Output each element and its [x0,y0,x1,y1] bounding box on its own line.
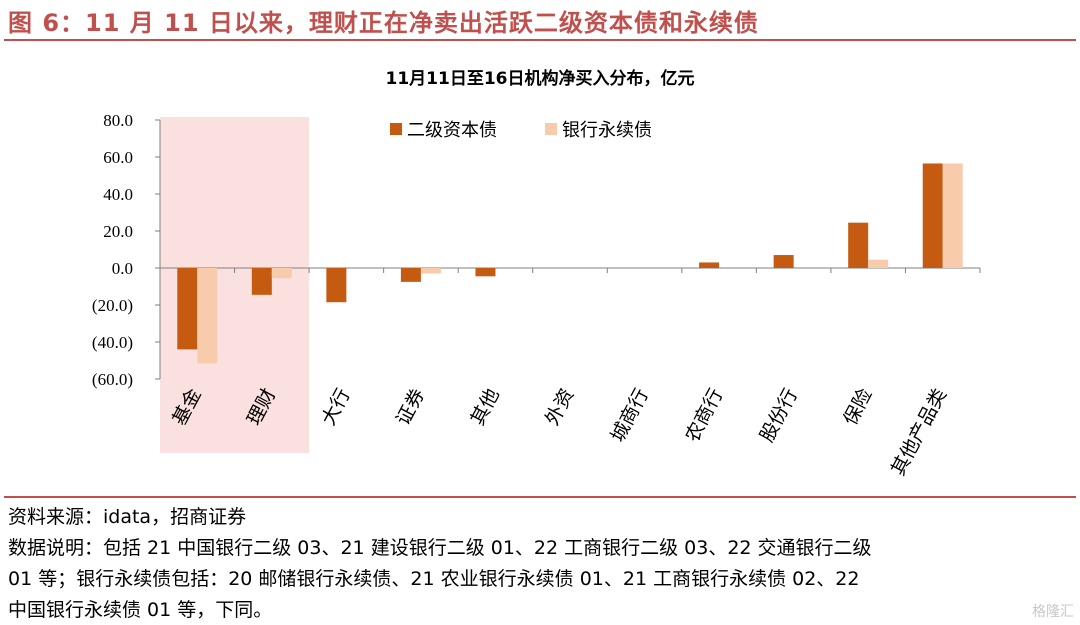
bar-tier2-capital-4 [475,268,496,277]
notes-line-2: 01 等；银行永续债包括：20 邮储银行永续债、21 农业银行永续债 01、21… [8,568,860,590]
y-tick-label: (60.0) [92,370,133,389]
y-tick-label: 20.0 [103,222,133,241]
x-category-label: 农商行 [681,385,727,446]
x-category-label: 股份行 [756,385,802,446]
bar-tier2-capital-10 [922,163,943,268]
x-category-label: 证券 [392,385,429,429]
bar-tier2-capital-8 [773,255,794,268]
bar-tier2-capital-7 [699,262,720,268]
chart: 11月11日至16日机构净买入分布，亿元 80.0 60.0 40.0 20.0 0.0… [0,44,1080,494]
chart-title: 11月11日至16日机构净买入分布，亿元 [385,69,695,89]
bar-perpetual-1 [271,268,292,279]
y-tick-label: 0.0 [112,259,133,278]
bar-perpetual-0 [197,268,218,364]
bar-tier2-capital-0 [177,268,198,350]
source-rule [4,496,1076,498]
x-category-label: 其他 [467,385,504,429]
legend-label: 二级资本债 [407,120,497,141]
bar-perpetual-3 [420,268,441,274]
title-rule [4,39,1076,41]
x-category-label: 城商行 [607,385,653,446]
bar-tier2-capital-1 [251,268,272,295]
bar-perpetual-9 [868,259,889,268]
legend-swatch [545,123,557,135]
bar-perpetual-10 [942,163,963,268]
y-tick-label: 40.0 [103,185,133,204]
y-tick-label: 60.0 [103,148,133,167]
y-tick-label: 80.0 [103,111,133,130]
chart-svg: 80.060.040.020.00.0(20.0)(40.0)(60.0)基金理… [92,111,981,479]
x-category-label: 外资 [541,385,578,429]
bar-tier2-capital-9 [848,222,869,268]
figure-title: 图 6：11 月 11 日以来，理财正在净卖出活跃二级资本债和永续债 [8,9,759,37]
watermark: 格隆汇 [1032,604,1074,620]
notes-line-1: 数据说明：包括 21 中国银行二级 03、21 建设银行二级 01、22 工商银… [8,537,872,559]
x-category-label: 大行 [318,385,355,429]
bar-tier2-capital-2 [326,268,347,303]
legend-swatch [390,123,402,135]
x-category-label: 其他产品类 [887,385,951,479]
y-tick-label: (20.0) [92,296,133,315]
source-note: 资料来源：idata，招商证券 [8,506,247,528]
notes-line-3: 中国银行永续债 01 等，下同。 [8,599,273,621]
legend-label: 银行永续债 [562,120,652,141]
y-tick-label: (40.0) [92,333,133,352]
x-category-label: 保险 [839,385,876,429]
bar-tier2-capital-3 [400,268,421,282]
